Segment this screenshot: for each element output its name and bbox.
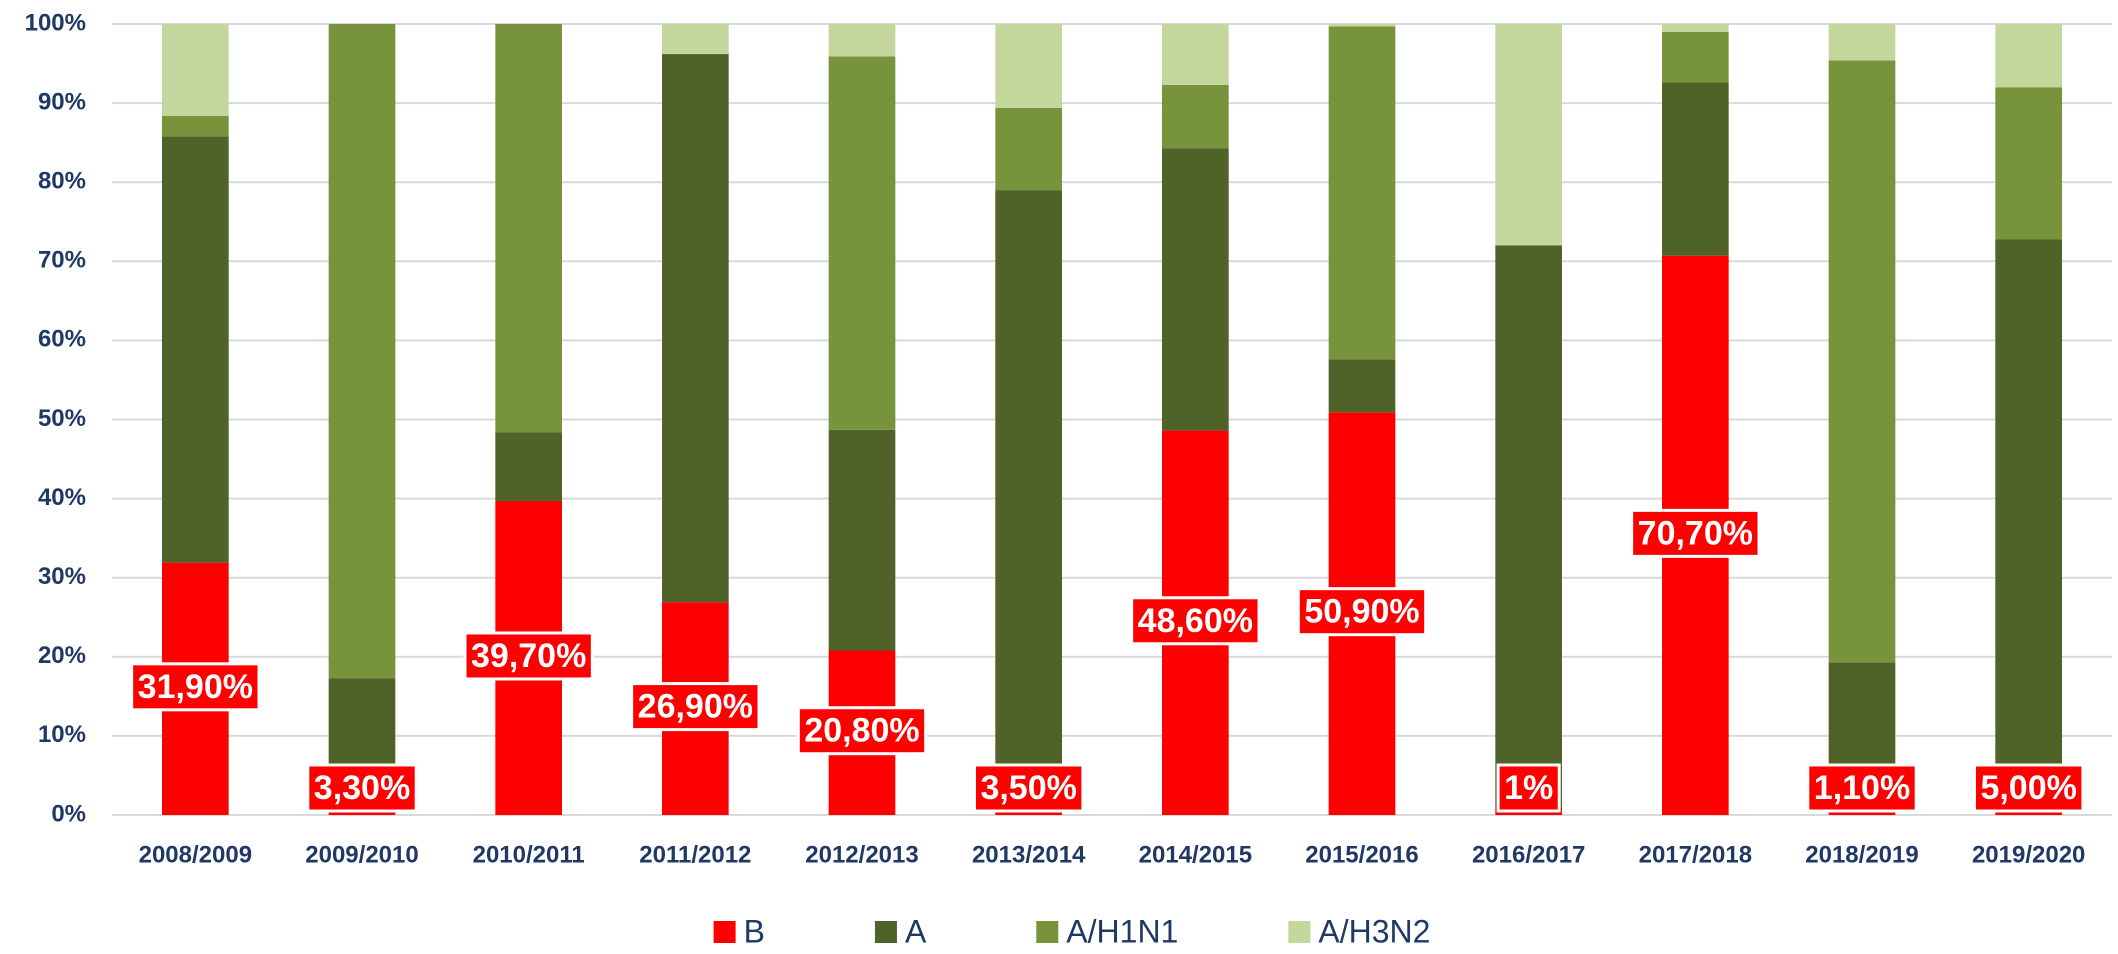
- value-label: 31,90%: [138, 668, 253, 706]
- value-label-box: [1630, 508, 1761, 558]
- bar-segment: [162, 136, 229, 563]
- value-label-box: [130, 662, 261, 712]
- value-label-box: [1296, 587, 1428, 637]
- value-label: 70,70%: [1638, 514, 1753, 552]
- bar-segment: [495, 24, 562, 433]
- bar-segment: [1162, 148, 1229, 431]
- value-label: 48,60%: [1138, 602, 1253, 640]
- bar-segment: [1662, 31, 1729, 83]
- value-label-box: [1972, 763, 2085, 813]
- y-tick-label: 50%: [38, 405, 86, 432]
- bar-segment: [1495, 24, 1562, 246]
- bar-segment: [1662, 24, 1729, 32]
- bar-segment: [162, 24, 229, 116]
- value-label-box: [972, 763, 1085, 813]
- x-tick-label: 2016/2017: [1472, 841, 1585, 868]
- x-tick-label: 2010/2011: [473, 841, 585, 868]
- legend-label: B: [744, 913, 765, 949]
- value-label: 1,10%: [1814, 769, 1910, 807]
- y-tick-label: 20%: [38, 642, 86, 669]
- bar-segment: [1995, 87, 2062, 240]
- x-tick-label: 2014/2015: [1139, 841, 1252, 868]
- value-label-box: [1130, 596, 1261, 646]
- value-label-box: [463, 631, 594, 681]
- value-label: 1%: [1504, 769, 1553, 807]
- legend-label: A/H1N1: [1066, 913, 1178, 949]
- x-tick-label: 2012/2013: [805, 841, 918, 868]
- x-tick-label: 2017/2018: [1639, 841, 1752, 868]
- bar-segment: [828, 24, 896, 57]
- value-label: 5,00%: [1980, 769, 2076, 807]
- bar-segment: [1828, 60, 1896, 663]
- bar-segment: [1995, 24, 2062, 88]
- value-label-box: [630, 682, 761, 732]
- x-tick-label: 2019/2020: [1972, 841, 2085, 868]
- bar-segment: [662, 54, 729, 603]
- x-tick-label: 2008/2009: [139, 841, 252, 868]
- x-tick-label: 2013/2014: [972, 841, 1086, 868]
- value-label-box: [306, 763, 418, 813]
- value-label: 50,90%: [1304, 593, 1419, 631]
- legend-swatch: [713, 921, 736, 943]
- value-label: 3,50%: [980, 769, 1076, 807]
- x-tick-label: 2011/2012: [639, 841, 751, 868]
- bar-segment: [1328, 24, 1396, 27]
- bar-segment: [1662, 82, 1729, 256]
- legend-label: A: [905, 913, 927, 949]
- bar-segment: [995, 190, 1062, 788]
- bar-segment: [495, 432, 562, 501]
- legend-swatch: [874, 921, 897, 943]
- value-label-box: [1806, 763, 1918, 813]
- bar-segment: [828, 56, 896, 430]
- y-tick-label: 0%: [51, 800, 86, 827]
- bar-segment: [1828, 24, 1896, 61]
- value-label: 39,70%: [471, 637, 586, 675]
- bar-segment: [1995, 239, 2062, 776]
- bar-segment: [162, 115, 229, 137]
- value-label: 3,30%: [314, 769, 410, 807]
- bar-segment: [1162, 84, 1229, 149]
- legend-swatch: [1288, 921, 1311, 943]
- value-label: 20,80%: [804, 712, 919, 750]
- bar-segment: [1495, 245, 1562, 808]
- bar-segment: [995, 24, 1062, 108]
- bar-segment: [662, 24, 729, 55]
- y-tick-label: 90%: [38, 88, 86, 115]
- y-tick-label: 10%: [38, 721, 86, 748]
- bar-segment: [1328, 359, 1396, 413]
- y-tick-label: 100%: [25, 9, 86, 36]
- y-tick-label: 70%: [38, 247, 86, 274]
- bar-segment: [995, 107, 1062, 191]
- legend-label: A/H3N2: [1318, 913, 1430, 949]
- y-tick-label: 60%: [38, 326, 86, 353]
- value-label-box: [1496, 763, 1561, 813]
- bar-segment: [1162, 24, 1229, 85]
- x-tick-label: 2015/2016: [1305, 841, 1418, 868]
- y-tick-label: 80%: [38, 168, 86, 195]
- bar-segment: [828, 429, 896, 651]
- legend-swatch: [1036, 921, 1059, 943]
- value-label-box: [796, 706, 928, 756]
- y-tick-label: 30%: [38, 563, 86, 590]
- x-tick-label: 2018/2019: [1805, 841, 1918, 868]
- value-label: 26,90%: [638, 688, 753, 726]
- x-tick-label: 2009/2010: [305, 841, 418, 868]
- y-tick-label: 40%: [38, 484, 86, 511]
- bar-segment: [1328, 26, 1396, 360]
- bar-segment: [328, 24, 396, 679]
